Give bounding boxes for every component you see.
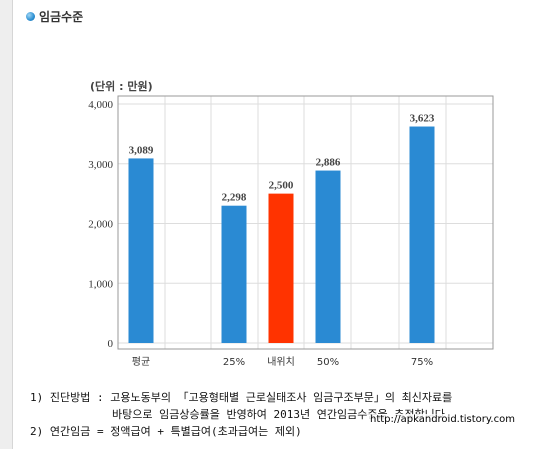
- value-label: 2,500: [269, 180, 294, 192]
- footnote-1: 1) 진단방법 : 고용노동부의 「고용형태별 근로실태조사 임금구조부문」의 …: [30, 391, 453, 404]
- x-tick-label: 내위치: [267, 355, 295, 368]
- grid: [118, 96, 493, 349]
- x-tick-label: 75%: [411, 357, 433, 368]
- left-border: [0, 0, 13, 449]
- section-heading: 임금수준: [26, 8, 83, 24]
- y-tick-label: 1,000: [88, 278, 113, 290]
- value-label: 2,886: [316, 157, 341, 169]
- x-tick-label: 50%: [317, 357, 339, 368]
- value-label: 3,623: [410, 113, 435, 125]
- x-tick-label: 평균: [132, 356, 150, 368]
- y-tick-label: 4,000: [88, 99, 113, 111]
- y-tick-label: 3,000: [88, 159, 113, 171]
- footnote-2: 2) 연간임금 = 정액급여 + 특별급여(초과급여는 제외): [30, 425, 302, 438]
- y-tick-label: 0: [108, 338, 114, 350]
- unit-label: (단위 : 만원): [90, 79, 153, 93]
- bar: [409, 126, 435, 343]
- plot-frame: [117, 95, 494, 350]
- value-label: 2,298: [222, 192, 247, 204]
- value-label: 3,089: [129, 144, 154, 156]
- bullet-icon: [26, 11, 35, 21]
- bar: [221, 205, 247, 343]
- bar: [315, 170, 341, 343]
- bars: [128, 126, 435, 343]
- value-labels: 3,089 2,298 2,500 2,886 3,623: [129, 113, 435, 204]
- y-tick-label: 2,000: [88, 219, 113, 231]
- bar: [128, 158, 154, 343]
- bar-highlight: [268, 193, 294, 343]
- watermark-url: http://apkandroid.tistory.com: [368, 414, 517, 425]
- x-tick-label: 25%: [223, 357, 245, 368]
- x-tick-labels: 평균 25% 내위치 50% 75%: [132, 355, 433, 368]
- section-title: 임금수준: [39, 9, 84, 24]
- y-tick-labels: 0 1,000 2,000 3,000 4,000: [88, 99, 113, 350]
